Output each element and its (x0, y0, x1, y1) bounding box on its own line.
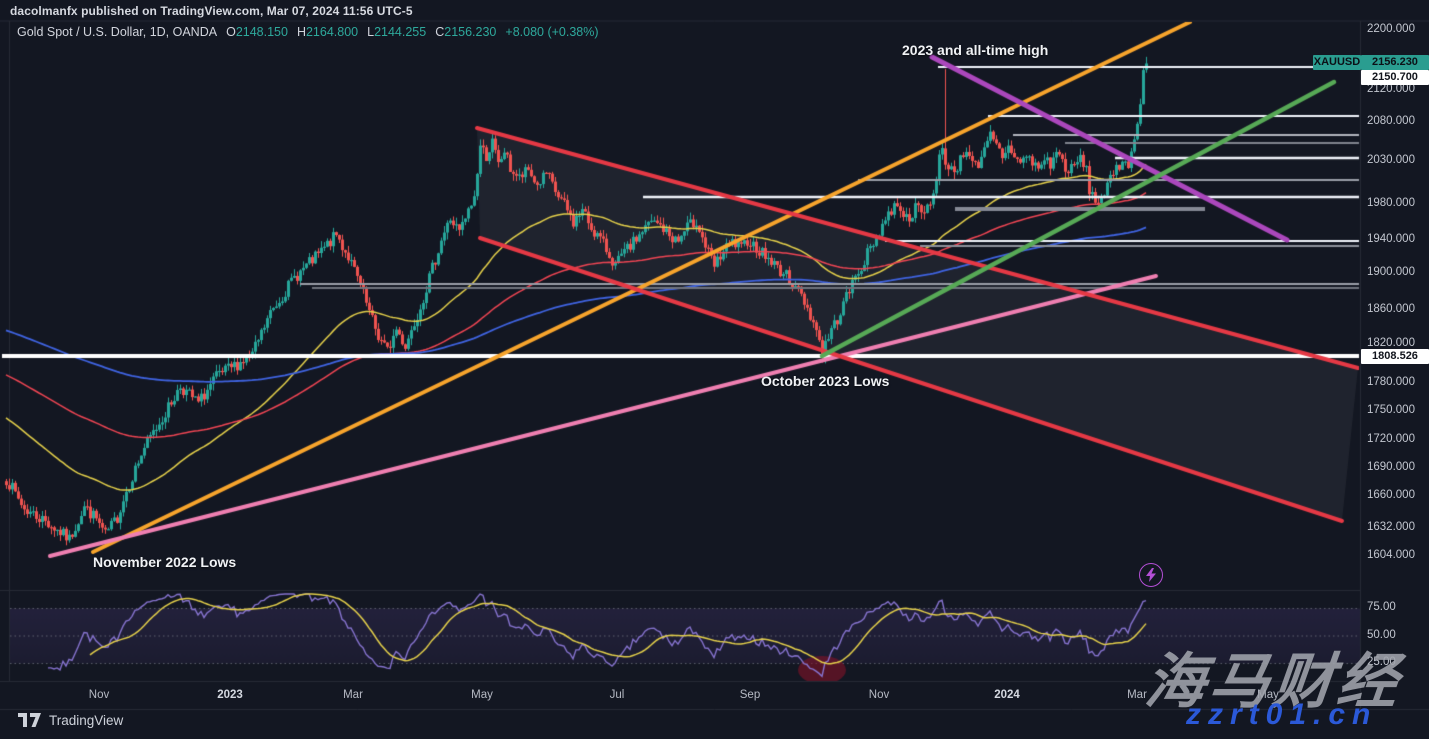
time-axis-label: 2024 (994, 689, 1020, 701)
price-scale[interactable]: 2200.000 2120.000 2080.000 2030.000 1980.000… (1360, 20, 1429, 710)
high-value: H2164.800 (296, 25, 359, 39)
ath-level-badge: 2150.700 (1361, 70, 1429, 85)
support-level-badge: 1808.526 (1361, 349, 1429, 364)
time-axis-label: Mar (1127, 689, 1147, 701)
symbol-info-row: Gold Spot / U.S. Dollar, 1D, OANDA O2148… (17, 25, 599, 39)
price-axis-label: 1980.000 (1367, 197, 1415, 209)
time-axis-label: Sep (739, 689, 761, 701)
price-axis-label: 1604.000 (1367, 549, 1415, 561)
price-axis-label: 1660.000 (1367, 489, 1415, 501)
price-axis-label: 1860.000 (1367, 303, 1415, 315)
price-axis-label: 1750.000 (1367, 404, 1415, 416)
tradingview-logo-text: TradingView (49, 713, 124, 728)
time-axis-label: May (471, 689, 493, 701)
symbol-title: Gold Spot / U.S. Dollar, 1D, OANDA (17, 25, 218, 39)
time-axis-label: Mar (343, 689, 363, 701)
price-axis-label: 1632.000 (1367, 521, 1415, 533)
time-axis-label: Jul (609, 689, 625, 701)
price-axis-label: 1780.000 (1367, 376, 1415, 388)
price-axis-label: 2200.000 (1367, 23, 1415, 35)
price-axis-label: 2120.000 (1367, 83, 1415, 95)
open-value: O2148.150 (226, 25, 288, 39)
price-axis-label: 2030.000 (1367, 154, 1415, 166)
price-axis-label: 2080.000 (1367, 115, 1415, 127)
rsi-axis-label: 75.00 (1367, 601, 1396, 613)
tradingview-logo-link[interactable]: TradingView (18, 713, 123, 728)
last-price-badge: 2156.230 (1361, 55, 1429, 70)
low-value: L2144.255 (367, 25, 427, 39)
annotation-ath: 2023 and all-time high (902, 42, 1049, 58)
annotation-october-lows: October 2023 Lows (761, 373, 890, 389)
price-axis-label: 1690.000 (1367, 461, 1415, 473)
time-axis-label: 2023 (217, 689, 243, 701)
quick-action-lightning-button[interactable] (1139, 563, 1163, 587)
time-axis-label: Nov (88, 689, 110, 701)
publish-attribution: dacolmanfx published on TradingView.com,… (10, 4, 413, 18)
lightning-icon (1146, 568, 1156, 582)
time-axis-label: May (1257, 689, 1279, 701)
time-scale[interactable]: Nov 2023 Mar May Jul Sep Nov 2024 Mar May (0, 682, 1360, 709)
price-axis-label: 1820.000 (1367, 337, 1415, 349)
rsi-axis-label: 50.00 (1367, 629, 1396, 641)
price-axis-label: 1900.000 (1367, 266, 1415, 278)
rsi-axis-label: 25.00 (1367, 656, 1396, 668)
tradingview-logo-icon (18, 713, 41, 727)
price-axis-label: 1940.000 (1367, 233, 1415, 245)
time-axis-label: Nov (868, 689, 890, 701)
change-value: +8.080 (+0.38%) (505, 25, 599, 39)
symbol-flag-badge: XAUUSD (1313, 55, 1361, 70)
annotation-november-lows: November 2022 Lows (93, 554, 237, 570)
close-value: C2156.230 (435, 25, 497, 39)
price-axis-label: 1720.000 (1367, 433, 1415, 445)
